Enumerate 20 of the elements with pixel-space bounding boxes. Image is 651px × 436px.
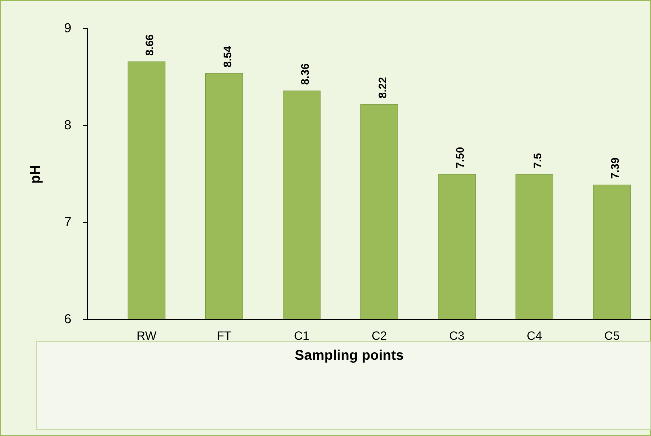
data-label: 8.66	[144, 34, 157, 56]
data-label: 7.39	[610, 158, 622, 180]
x-tick-label: FT	[217, 329, 232, 343]
y-tick-label: 7	[64, 214, 72, 230]
data-label: 7.5	[532, 153, 545, 168]
data-label: 8.54	[222, 45, 234, 68]
y-axis-title: pH	[27, 165, 43, 184]
data-label: 8.36	[300, 64, 312, 86]
data-label: 8.22	[377, 77, 390, 99]
x-tick-label: C5	[604, 329, 620, 343]
x-tick-label: C2	[372, 329, 388, 343]
x-tick-label: C3	[449, 329, 466, 343]
x-tick-label: C4	[526, 329, 543, 343]
x-tick-label: RW	[136, 329, 158, 343]
data-label: 7.50	[454, 147, 467, 168]
x-tick-label: C1	[294, 329, 310, 343]
y-tick-label: 6	[64, 311, 72, 326]
x-axis-title: Sampling points	[295, 347, 404, 363]
y-tick-label: 8	[64, 117, 72, 132]
y-tick-label: 9	[64, 20, 72, 36]
